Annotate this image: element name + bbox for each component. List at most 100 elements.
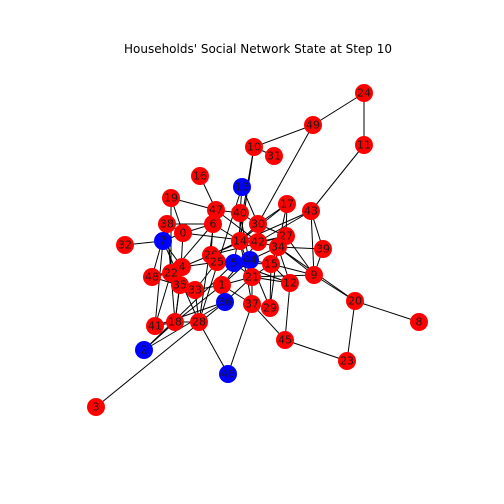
node-18-label: 18 bbox=[168, 316, 182, 329]
node-11-marker bbox=[355, 136, 373, 154]
node-35-label: 35 bbox=[173, 279, 187, 292]
node-6-marker bbox=[204, 215, 222, 233]
node-34-marker bbox=[269, 238, 287, 256]
edge-24-49 bbox=[312, 92, 365, 126]
edge-9-21 bbox=[251, 274, 315, 278]
node-47: 47 bbox=[207, 201, 225, 219]
edge-43-9 bbox=[310, 210, 315, 276]
node-31-label: 31 bbox=[267, 150, 281, 163]
node-24-label: 24 bbox=[357, 87, 371, 100]
node-41-marker bbox=[146, 317, 164, 335]
node-17-label: 17 bbox=[280, 198, 294, 211]
node-38: 38 bbox=[158, 215, 176, 233]
node-2-marker bbox=[135, 341, 153, 359]
node-29-marker bbox=[261, 299, 279, 317]
node-43-label: 43 bbox=[304, 205, 318, 218]
node-30-marker bbox=[249, 215, 267, 233]
edge-45-23 bbox=[284, 339, 348, 362]
node-44-label: 44 bbox=[243, 254, 257, 267]
node-47-label: 47 bbox=[209, 204, 223, 217]
node-6: 6 bbox=[204, 215, 222, 233]
node-20: 20 bbox=[346, 292, 364, 310]
node-24-marker bbox=[355, 84, 373, 102]
node-44-marker bbox=[241, 251, 259, 269]
node-11-label: 11 bbox=[357, 139, 371, 152]
node-20-marker bbox=[346, 292, 364, 310]
node-4-label: 4 bbox=[179, 261, 186, 274]
node-21-marker bbox=[243, 268, 261, 286]
node-21: 21 bbox=[243, 268, 261, 286]
node-44: 44 bbox=[241, 251, 259, 269]
node-10-label: 10 bbox=[247, 141, 261, 154]
node-40-label: 40 bbox=[233, 207, 247, 220]
node-28-marker bbox=[190, 313, 208, 331]
node-46: 46 bbox=[219, 365, 237, 383]
node-33-marker bbox=[186, 281, 204, 299]
node-37: 37 bbox=[243, 295, 261, 313]
node-48: 48 bbox=[143, 268, 161, 286]
node-31: 31 bbox=[265, 147, 283, 165]
node-31-marker bbox=[265, 147, 283, 165]
node-23: 23 bbox=[338, 352, 356, 370]
node-42-label: 42 bbox=[251, 236, 265, 249]
node-21-label: 21 bbox=[245, 271, 259, 284]
node-39: 39 bbox=[314, 240, 332, 258]
node-32: 32 bbox=[116, 236, 134, 254]
node-18: 18 bbox=[166, 313, 184, 331]
node-17-marker bbox=[278, 195, 296, 213]
node-9-label: 9 bbox=[311, 269, 318, 282]
node-32-label: 32 bbox=[118, 239, 132, 252]
node-48-marker bbox=[143, 268, 161, 286]
node-39-label: 39 bbox=[316, 243, 330, 256]
node-0: 0 bbox=[174, 224, 192, 242]
node-23-label: 23 bbox=[340, 355, 354, 368]
node-46-marker bbox=[219, 365, 237, 383]
node-29: 29 bbox=[261, 299, 279, 317]
node-29-label: 29 bbox=[263, 302, 277, 315]
node-49-label: 49 bbox=[306, 119, 320, 132]
node-7: 7 bbox=[154, 232, 172, 250]
node-34-label: 34 bbox=[271, 241, 285, 254]
node-0-marker bbox=[174, 224, 192, 242]
node-14-label: 14 bbox=[233, 235, 247, 248]
node-17: 17 bbox=[278, 195, 296, 213]
node-6-label: 6 bbox=[210, 218, 217, 231]
node-8-marker bbox=[410, 313, 428, 331]
edge-7-41 bbox=[154, 240, 164, 327]
node-42: 42 bbox=[249, 233, 267, 251]
node-48-label: 48 bbox=[145, 271, 159, 284]
node-7-label: 7 bbox=[160, 235, 167, 248]
node-10: 10 bbox=[245, 138, 263, 156]
edge-20-8 bbox=[354, 300, 420, 323]
node-19-label: 19 bbox=[164, 192, 178, 205]
node-11: 11 bbox=[355, 136, 373, 154]
node-15: 15 bbox=[262, 255, 280, 273]
node-38-marker bbox=[158, 215, 176, 233]
node-28: 28 bbox=[190, 313, 208, 331]
node-15-label: 15 bbox=[264, 258, 278, 271]
node-24: 24 bbox=[355, 84, 373, 102]
node-32-marker bbox=[116, 236, 134, 254]
node-30: 30 bbox=[249, 215, 267, 233]
node-37-label: 37 bbox=[245, 298, 259, 311]
node-43: 43 bbox=[302, 202, 320, 220]
node-19-marker bbox=[162, 189, 180, 207]
node-46-label: 46 bbox=[221, 368, 235, 381]
figure-title: Households' Social Network State at Step… bbox=[124, 42, 392, 56]
node-35: 35 bbox=[171, 276, 189, 294]
node-8: 8 bbox=[410, 313, 428, 331]
node-8-label: 8 bbox=[416, 316, 423, 329]
node-9-marker bbox=[305, 266, 323, 284]
node-49-marker bbox=[304, 116, 322, 134]
node-5-marker bbox=[225, 254, 243, 272]
edge-11-43 bbox=[310, 144, 365, 212]
node-13-label: 13 bbox=[235, 181, 249, 194]
edge-43-26 bbox=[210, 210, 312, 256]
node-2: 2 bbox=[135, 341, 153, 359]
edge-46-37 bbox=[227, 303, 253, 375]
node-3-marker bbox=[87, 398, 105, 416]
node-12: 12 bbox=[281, 274, 299, 292]
node-5: 5 bbox=[225, 254, 243, 272]
